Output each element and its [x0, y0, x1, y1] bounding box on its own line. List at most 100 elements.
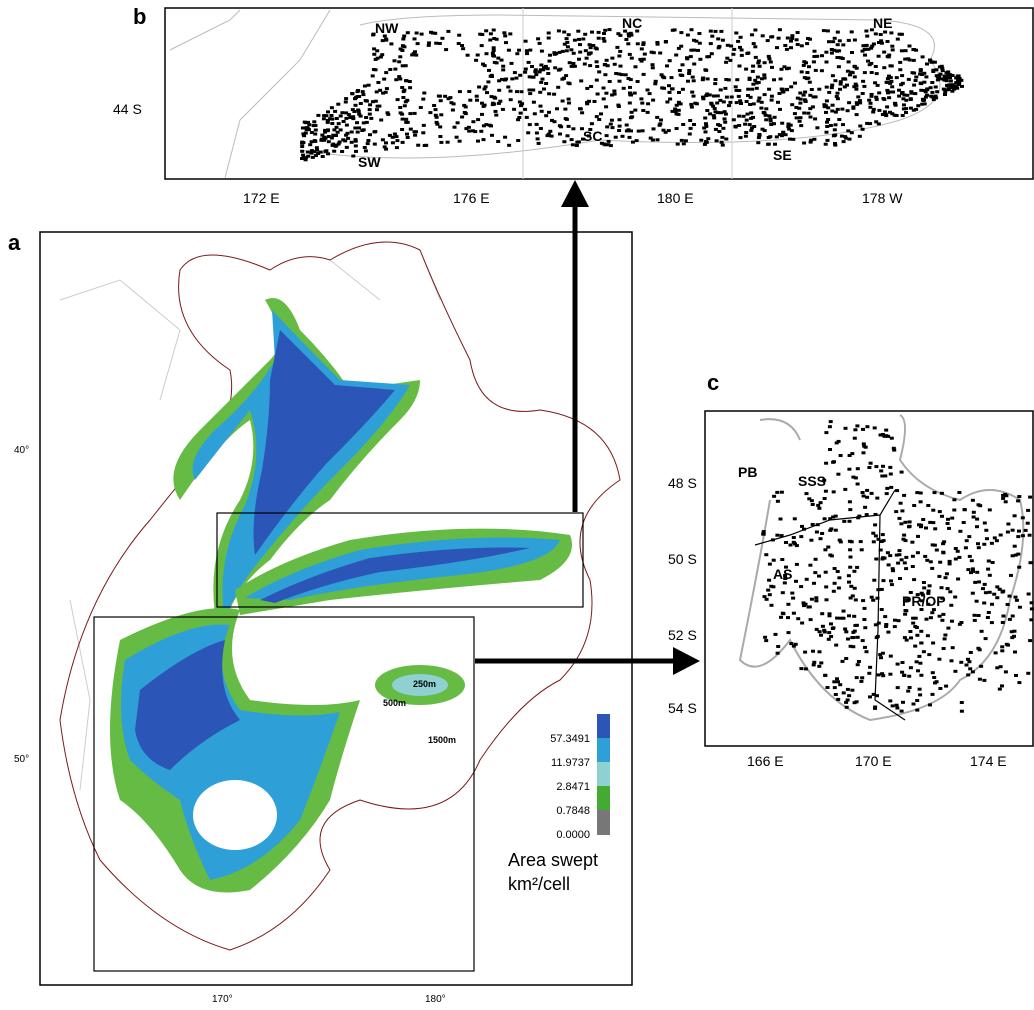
tow-point — [650, 138, 655, 142]
tow-points — [300, 28, 964, 162]
tow-point — [744, 118, 749, 122]
tow-point — [967, 535, 972, 539]
tow-point — [898, 68, 903, 72]
tow-point — [460, 115, 465, 119]
tow-point — [806, 76, 811, 80]
tow-point — [729, 44, 734, 48]
tow-point — [715, 101, 720, 105]
tow-point — [723, 112, 728, 116]
tow-point — [762, 73, 767, 77]
tow-point — [868, 105, 873, 109]
tow-point — [814, 530, 819, 534]
tow-point — [832, 128, 837, 132]
tow-point — [1027, 533, 1032, 537]
tow-point — [783, 44, 788, 47]
tow-point — [833, 110, 838, 114]
tow-point — [813, 117, 818, 121]
tow-point — [373, 99, 378, 103]
tow-point — [754, 86, 759, 90]
tow-point — [932, 543, 937, 547]
tow-point — [935, 75, 940, 79]
tow-point — [860, 49, 865, 53]
tow-point — [679, 31, 684, 35]
tow-point — [1029, 601, 1034, 605]
tow-point — [457, 139, 462, 143]
tow-point — [691, 79, 696, 83]
tow-point — [370, 74, 375, 78]
tow-point — [976, 646, 981, 650]
tow-point — [907, 686, 912, 689]
tow-point — [938, 687, 943, 690]
tow-point — [802, 141, 807, 145]
tow-point — [946, 73, 951, 77]
tow-point — [537, 41, 542, 45]
tow-point — [826, 637, 831, 641]
tow-point — [307, 123, 312, 127]
tow-point — [786, 602, 791, 606]
tow-point — [772, 78, 776, 82]
tow-point — [476, 118, 481, 122]
tow-point — [824, 431, 829, 435]
tow-point — [323, 149, 328, 153]
tow-point — [631, 140, 635, 144]
tow-point — [783, 577, 788, 580]
tow-point — [636, 129, 641, 133]
tow-point — [305, 126, 310, 130]
tow-point — [802, 111, 807, 115]
tow-point — [325, 120, 330, 124]
tow-point — [882, 66, 887, 70]
tow-point — [571, 127, 576, 131]
tow-point — [591, 44, 596, 47]
tow-point — [957, 622, 962, 626]
tow-point — [809, 538, 814, 542]
tow-point — [955, 549, 960, 553]
tow-point — [830, 103, 835, 107]
tow-point — [350, 108, 355, 112]
tow-point — [719, 29, 724, 33]
tow-point — [968, 651, 973, 654]
tow-point — [1012, 514, 1017, 518]
tow-point — [771, 558, 776, 562]
tow-point — [863, 505, 868, 509]
tow-point — [539, 80, 544, 84]
tow-point — [875, 83, 880, 87]
tow-point — [705, 109, 710, 112]
tow-point — [779, 87, 784, 91]
tow-point — [1020, 516, 1025, 520]
tow-point — [928, 560, 933, 564]
tow-point — [942, 637, 947, 641]
tow-point — [813, 557, 818, 561]
tow-point — [346, 113, 351, 117]
tow-point — [854, 700, 859, 704]
tow-point — [723, 120, 728, 124]
tow-point — [822, 478, 827, 482]
tow-point — [831, 134, 836, 138]
tow-point — [752, 125, 757, 128]
tow-point — [1001, 614, 1006, 618]
tow-point — [571, 51, 576, 55]
tow-point — [676, 112, 681, 116]
tow-point — [724, 60, 729, 64]
tow-point — [810, 105, 815, 109]
tow-point — [817, 630, 822, 634]
tow-point — [534, 122, 539, 126]
tow-point — [855, 424, 860, 428]
tow-point — [901, 537, 906, 541]
tow-point — [569, 48, 574, 52]
tow-point — [1017, 565, 1022, 569]
tow-point — [1029, 607, 1034, 611]
tow-point — [659, 73, 664, 77]
tow-point — [1026, 592, 1031, 596]
tow-point — [883, 474, 888, 478]
tow-point — [776, 645, 781, 648]
tow-point — [439, 113, 444, 117]
tow-point — [333, 109, 338, 113]
tow-point — [534, 73, 539, 77]
tow-point — [861, 451, 866, 455]
tow-point — [673, 107, 678, 111]
tow-point — [941, 542, 946, 546]
tow-point — [670, 109, 675, 113]
tow-point — [645, 88, 650, 92]
tow-point — [362, 84, 367, 88]
y-tick-label: 44 S — [113, 101, 142, 117]
